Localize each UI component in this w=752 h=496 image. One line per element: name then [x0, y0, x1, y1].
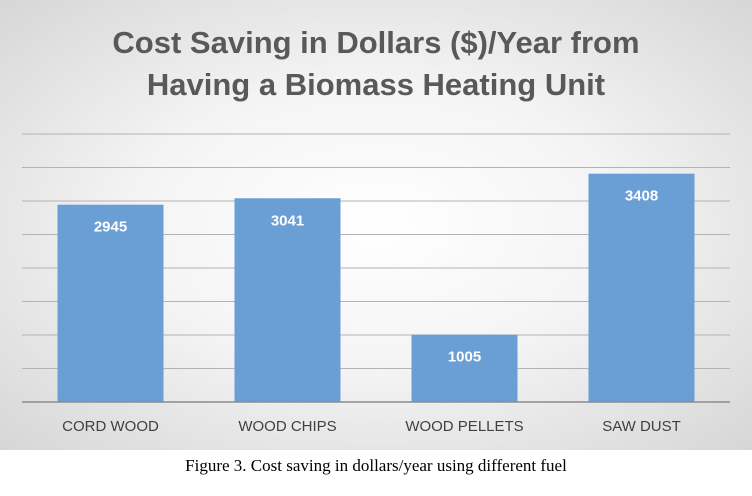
bar-saw-dust	[588, 173, 695, 402]
x-tick-label: SAW DUST	[602, 418, 681, 435]
bar-wood-pellets	[411, 334, 518, 402]
bar-cord-wood	[57, 204, 164, 402]
chart-title: Cost Saving in Dollars ($)/Year from Hav…	[112, 25, 640, 102]
x-tick-label: WOOD PELLETS	[405, 418, 523, 435]
x-tick-label: CORD WOOD	[62, 418, 159, 435]
figure-caption: Figure 3. Cost saving in dollars/year us…	[185, 456, 567, 475]
plot-area: 2945 CORD WOOD 3041 WOOD CHIPS 1005 WOOD PELL…	[22, 133, 730, 435]
bar-wood-chips	[234, 198, 341, 402]
data-label: 3041	[271, 212, 304, 229]
x-tick-label: WOOD CHIPS	[238, 418, 336, 435]
data-label: 2945	[94, 219, 127, 236]
data-label: 1005	[448, 349, 481, 366]
chart-area: Cost Saving in Dollars ($)/Year from Hav…	[0, 0, 752, 450]
data-label: 3408	[625, 188, 658, 205]
